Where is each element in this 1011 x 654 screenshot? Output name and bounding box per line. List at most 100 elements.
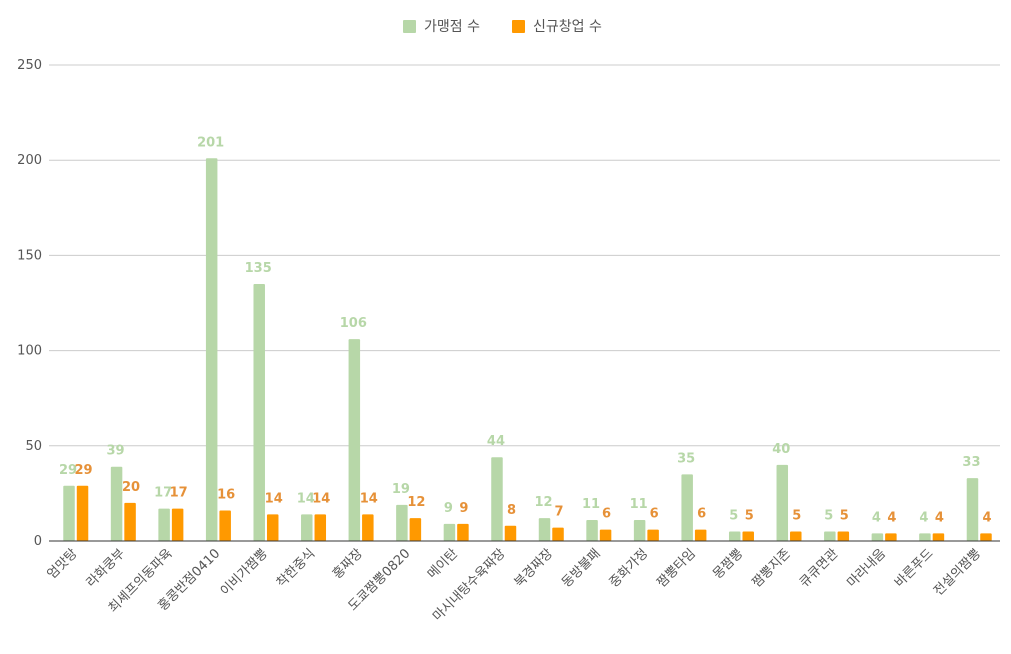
data-label-franchise: 201: [197, 135, 224, 150]
data-label-new-startups: 29: [74, 463, 92, 478]
data-label-new-startups: 14: [360, 491, 378, 506]
bar-new-startups: [219, 510, 231, 541]
legend: 가맹점 수 신규창업 수: [403, 19, 602, 35]
data-label-franchise: 17: [154, 486, 172, 501]
data-label-franchise: 11: [582, 497, 600, 512]
gridlines: [49, 64, 1000, 447]
bar-new-startups: [409, 518, 422, 541]
bar-new-startups: [457, 523, 469, 541]
bar-franchise: [253, 283, 265, 541]
bar-franchise: [681, 474, 693, 541]
bar-franchise: [443, 523, 456, 541]
data-label-franchise: 5: [824, 508, 833, 523]
data-label-new-startups: 4: [887, 510, 896, 525]
data-label-franchise: 106: [340, 316, 367, 331]
data-label-new-startups: 5: [745, 508, 754, 523]
data-label-franchise: 40: [772, 442, 790, 457]
bars: [63, 158, 992, 541]
bar-new-startups: [504, 525, 517, 541]
data-label-franchise: 4: [919, 510, 928, 525]
legend-label-franchise: 가맹점 수: [424, 19, 480, 35]
x-tick-label: 중화가정: [607, 546, 651, 590]
y-tick-label: 200: [17, 153, 42, 168]
data-label-new-startups: 6: [650, 507, 659, 522]
data-label-franchise: 135: [245, 261, 272, 276]
x-tick-label: 라화쿵부: [84, 546, 128, 590]
data-label-new-startups: 14: [312, 491, 330, 506]
y-tick-label: 250: [17, 58, 42, 73]
data-label-franchise: 33: [962, 455, 980, 470]
bar-franchise: [205, 158, 218, 541]
bar-new-startups: [124, 502, 136, 541]
bar-new-startups: [171, 508, 184, 541]
bar-new-startups: [742, 531, 754, 541]
x-tick-label: 메이탄: [425, 546, 461, 582]
bar-franchise: [586, 520, 598, 541]
y-tick-label: 100: [17, 344, 42, 359]
data-label-new-startups: 4: [982, 510, 991, 525]
data-label-franchise: 12: [534, 495, 552, 510]
legend-swatch-new-startups: [512, 20, 525, 33]
x-tick-label: 북경짜장: [512, 546, 556, 590]
bar-franchise: [728, 531, 741, 541]
bar-new-startups: [599, 529, 612, 541]
bar-new-startups: [552, 527, 564, 541]
bar-new-startups: [266, 514, 279, 541]
data-label-new-startups: 9: [459, 501, 468, 516]
data-label-franchise: 11: [630, 497, 648, 512]
y-axis-ticks: 0 50 100 150 200 250: [17, 58, 42, 549]
bar-franchise: [301, 514, 313, 541]
x-tick-label: 엄맛탕: [45, 546, 81, 582]
data-label-new-startups: 8: [507, 503, 516, 518]
bar-franchise: [348, 339, 361, 541]
x-tick-label: 동방불패: [559, 546, 603, 590]
bar-new-startups: [694, 529, 707, 541]
bar-new-startups: [980, 533, 992, 541]
bar-franchise: [110, 466, 123, 541]
data-label-new-startups: 14: [265, 491, 283, 506]
x-tick-label: 몽짬뽕: [710, 546, 746, 582]
bar-new-startups: [362, 514, 374, 541]
data-label-new-startups: 12: [407, 495, 425, 510]
data-label-new-startups: 5: [792, 508, 801, 523]
x-tick-label: 이비가짬뽕: [218, 546, 271, 599]
y-tick-label: 0: [34, 534, 42, 549]
bar-franchise: [966, 478, 979, 541]
x-tick-label: 착한중식: [274, 546, 318, 590]
bar-franchise: [158, 508, 170, 541]
bar-franchise: [491, 457, 503, 541]
bar-franchise: [824, 531, 836, 541]
bar-new-startups: [837, 531, 850, 541]
bar-new-startups: [76, 485, 89, 541]
bar-franchise: [396, 504, 408, 541]
data-label-franchise: 44: [487, 434, 505, 449]
bar-franchise: [776, 464, 789, 541]
data-label-franchise: 5: [729, 508, 738, 523]
data-label-franchise: 9: [444, 501, 453, 516]
legend-swatch-franchise: [403, 20, 416, 33]
data-label-franchise: 39: [107, 444, 125, 459]
data-label-new-startups: 16: [217, 488, 235, 503]
bar-franchise: [538, 518, 551, 541]
data-label-new-startups: 4: [935, 510, 944, 525]
bar-franchise: [919, 533, 931, 541]
data-label-new-startups: 6: [602, 507, 611, 522]
data-label-new-startups: 17: [170, 486, 188, 501]
data-label-franchise: 35: [677, 451, 695, 466]
x-tick-label: 짬뽕타임: [654, 546, 698, 590]
bar-new-startups: [790, 531, 802, 541]
bar-new-startups: [932, 533, 945, 541]
data-label-franchise: 4: [872, 510, 881, 525]
bar-new-startups: [314, 514, 327, 541]
x-tick-label: 바른푸드: [892, 546, 936, 590]
x-tick-label: 홍짜장: [330, 546, 366, 582]
bar-new-startups: [647, 529, 659, 541]
legend-label-new-startups: 신규창업 수: [533, 19, 602, 35]
data-label-new-startups: 6: [697, 507, 706, 522]
bar-franchise: [63, 485, 75, 541]
data-label-new-startups: 20: [122, 480, 140, 495]
x-tick-label: 큐큐면관: [797, 546, 841, 590]
